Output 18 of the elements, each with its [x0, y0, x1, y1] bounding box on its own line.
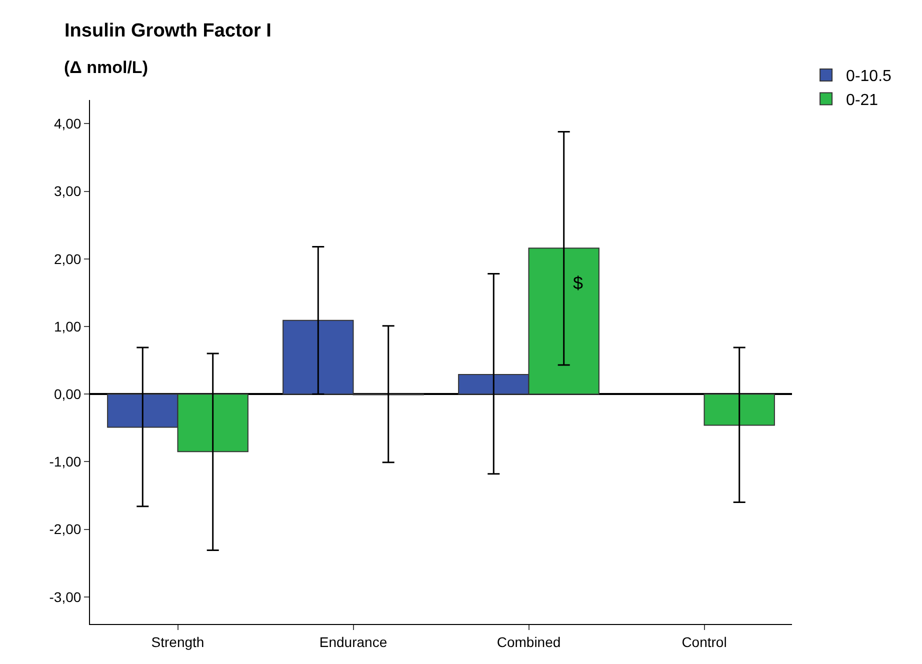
x-tick-label: Strength	[151, 634, 204, 650]
y-tick-label: 4,00	[54, 116, 82, 132]
chart-title: Insulin Growth Factor I	[64, 20, 272, 42]
y-tick-label: 0,00	[54, 386, 82, 402]
legend-label: 0-10.5	[846, 68, 892, 86]
y-axis-title: (Δ nmol/L)	[64, 58, 148, 77]
x-tick-label: Combined	[496, 634, 561, 650]
y-tick-label: -3,00	[49, 588, 82, 605]
y-tick-label: 2,00	[54, 250, 82, 267]
x-tick-label: Control	[682, 634, 727, 650]
y-tick-label: 1,00	[54, 318, 82, 334]
y-tick-label: -1,00	[49, 454, 82, 470]
legend-label: 0-21	[846, 92, 878, 110]
y-tick-label: 3,00	[54, 183, 82, 200]
x-tick-label: Endurance	[319, 634, 388, 650]
annotation: $	[573, 273, 584, 293]
bar	[704, 394, 775, 426]
y-tick-label: -2,00	[49, 521, 82, 538]
